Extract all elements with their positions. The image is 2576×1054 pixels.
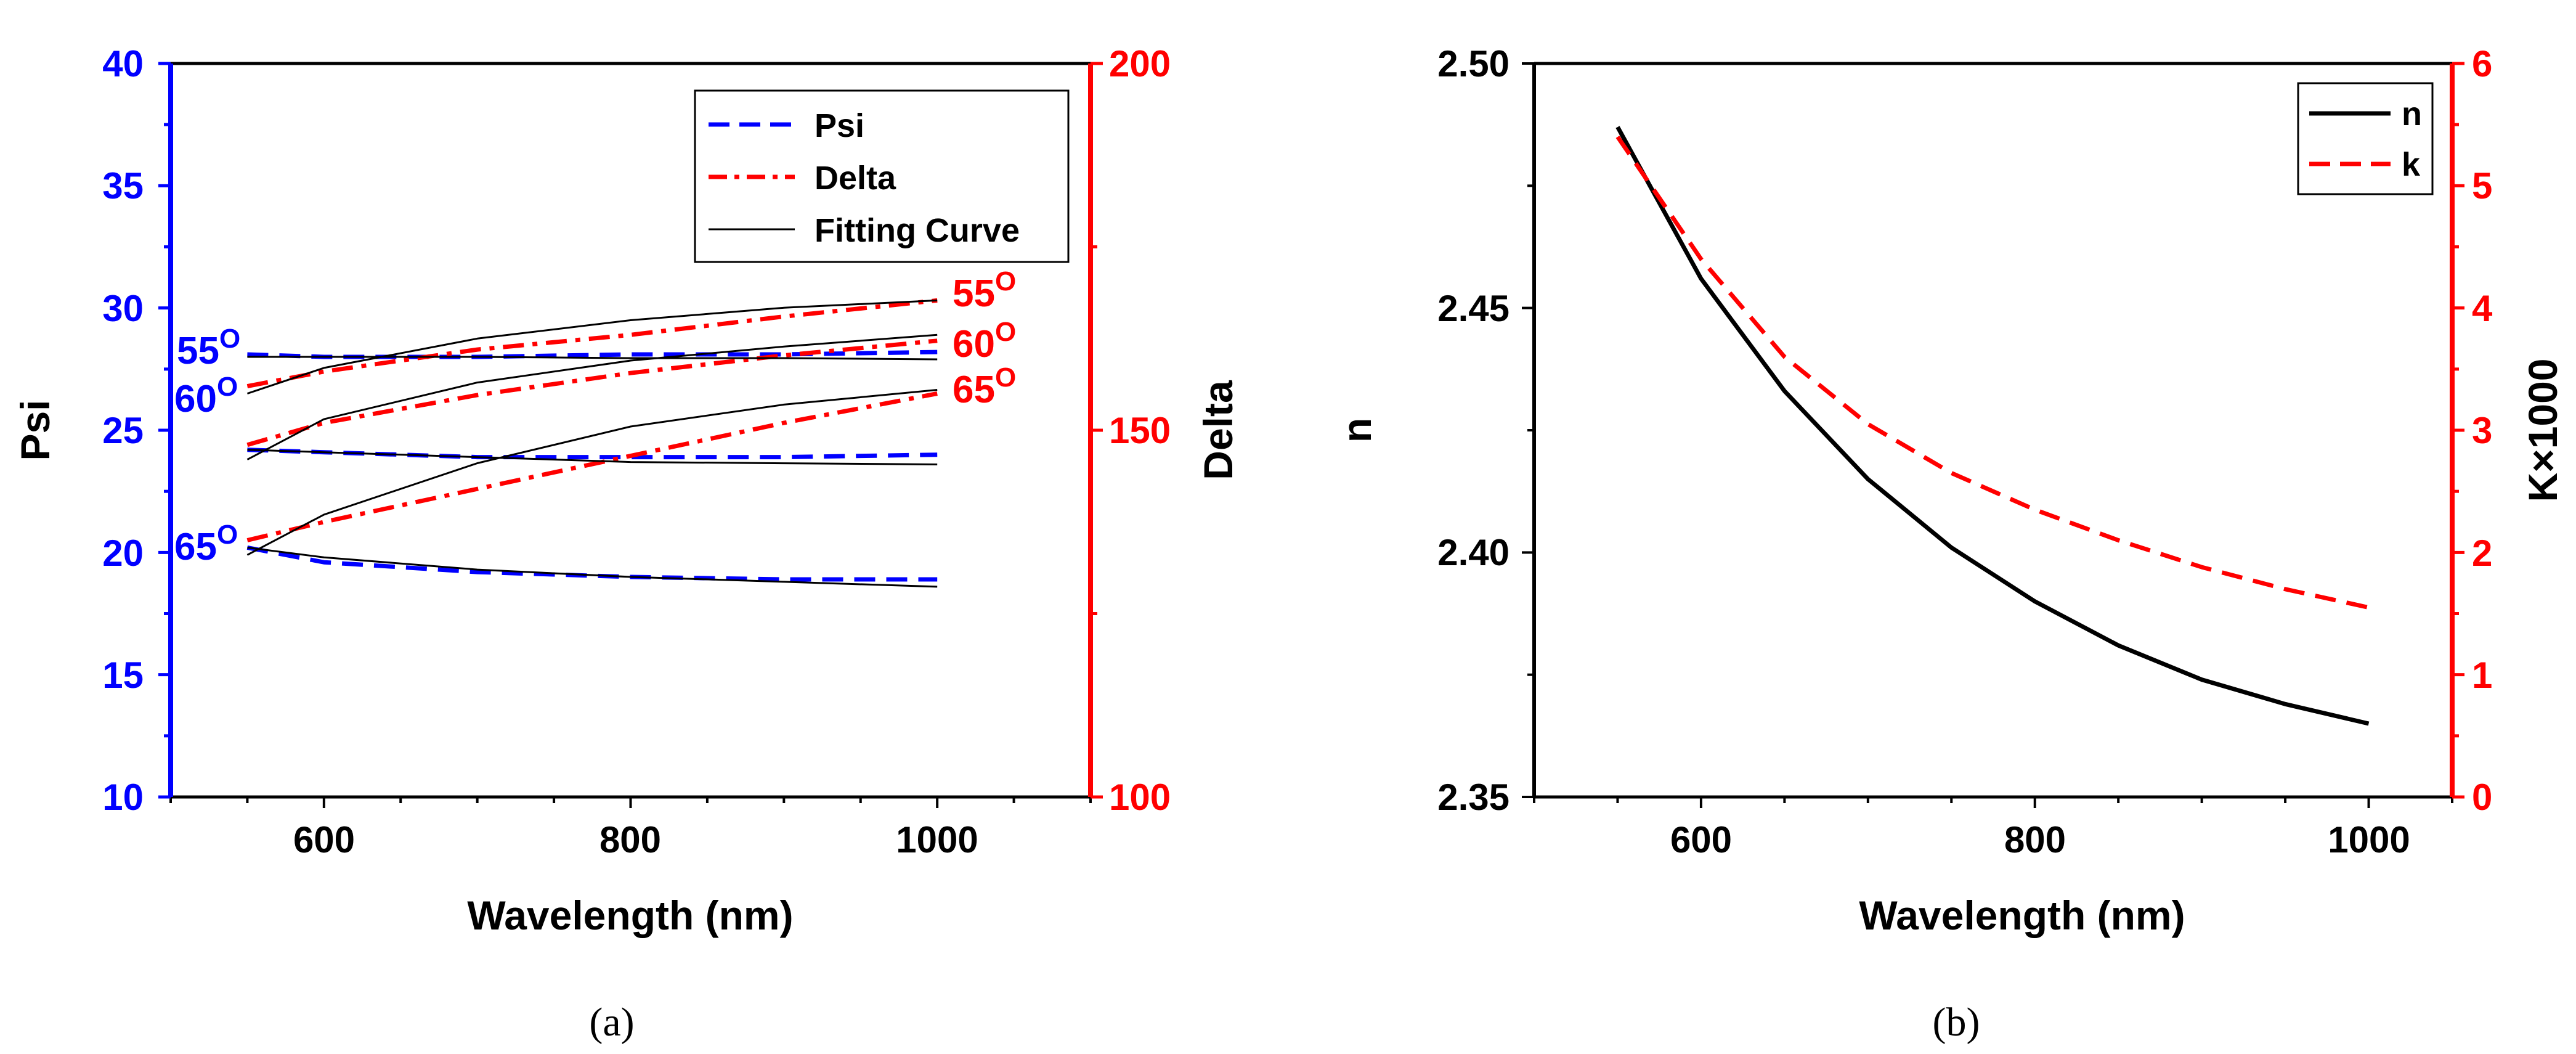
panel-b-series <box>1615 126 2370 726</box>
panel-b-x-tick-label: 600 <box>1670 819 1732 860</box>
panel-a-angle-label-55-left: 55O <box>177 324 240 372</box>
panel-b-legend-k-label: k <box>2402 146 2421 183</box>
panel-a-left-tick-label: 20 <box>102 533 144 574</box>
panel-a-left-tick-label: 25 <box>102 410 144 451</box>
panel-b-legend-n-label: n <box>2402 96 2422 133</box>
panel-b-right-axis-label: K×1000 <box>2520 358 2566 502</box>
panel-a-x-tick-label: 800 <box>599 819 661 860</box>
panel-a-series-fit-psi-60 <box>247 449 938 465</box>
panel-a-left-tick-label: 10 <box>102 777 144 818</box>
panel-a-x-axis-label: Wavelength (nm) <box>467 893 793 938</box>
panel-b-ticks <box>1522 62 2464 808</box>
panel-a-series-fit-delta-60 <box>246 333 938 460</box>
panel-a-series-psi-65 <box>246 545 938 582</box>
panel-a-legend-fit-label: Fitting Curve <box>815 212 1020 249</box>
panel-a-left-tick-label: 30 <box>102 288 144 329</box>
panel-a-series-delta-60 <box>246 338 938 447</box>
panel-b-chart: 600 800 1000 2.35 2.40 2.45 2.50 0 1 2 3… <box>1334 43 2566 1045</box>
panel-a-legend-delta-label: Delta <box>815 160 896 197</box>
panel-a-series-delta-65 <box>246 391 938 542</box>
panel-b-right-tick-label: 4 <box>2472 288 2493 329</box>
panel-a-legend: Psi Delta Fitting Curve <box>694 89 1070 263</box>
panel-b-x-tick-label: 800 <box>2004 819 2066 860</box>
panel-b-legend-box <box>2297 82 2434 195</box>
panel-a-x-tick-label: 600 <box>293 819 355 860</box>
panel-a-label: (a) <box>589 1000 634 1045</box>
panel-a-series-delta-55 <box>246 298 938 389</box>
panel-b-right-tick-label: 6 <box>2472 43 2492 84</box>
panel-b-right-tick-label: 1 <box>2472 655 2492 696</box>
panel-a-left-tick-label: 40 <box>102 43 144 84</box>
panel-b-right-tick-label: 0 <box>2472 777 2492 818</box>
panel-a-series-psi-60 <box>247 447 938 460</box>
panel-a-series-fit-delta-65 <box>246 389 938 556</box>
panel-b-right-tick-label: 5 <box>2472 165 2492 206</box>
panel-b-left-tick-label: 2.45 <box>1437 288 1509 329</box>
panel-a-left-tick-label: 35 <box>102 165 144 206</box>
panel-a-ticks <box>158 62 1103 808</box>
panel-a-angle-label-65-left: 65O <box>174 520 238 568</box>
panel-a-angle-label-60-left: 60O <box>174 372 238 420</box>
panel-a-series-fit-delta-55 <box>246 299 938 394</box>
panel-a-right-tick-label: 200 <box>1109 43 1171 84</box>
panel-a-left-axis-label: Psi <box>12 399 58 460</box>
panel-b-left-axis-label: n <box>1334 418 1379 443</box>
panel-b-legend: n k <box>2297 82 2434 195</box>
panel-a-right-tick-label: 150 <box>1109 410 1171 451</box>
panel-b-series-k <box>1615 136 2370 610</box>
panel-b-x-axis-label: Wavelength (nm) <box>1859 893 2185 938</box>
panel-b-label: (b) <box>1933 1000 1980 1045</box>
panel-a-chart: 600 800 1000 10 15 20 25 30 35 40 100 15… <box>12 43 1241 1045</box>
panel-a-right-axis-label: Delta <box>1195 380 1241 480</box>
panel-a-series <box>246 298 938 588</box>
panel-b-right-tick-label: 2 <box>2472 533 2492 574</box>
panel-a-angle-label-65-right: 65O <box>953 362 1016 411</box>
panel-b-x-tick-label: 1000 <box>2328 819 2410 860</box>
panel-a-angle-label-55-right: 55O <box>953 266 1016 315</box>
panel-b-series-n <box>1615 126 2370 726</box>
panel-a-series-fit-psi-55 <box>247 356 938 361</box>
panel-b-right-tick-label: 3 <box>2472 410 2492 451</box>
panel-a-right-tick-label: 100 <box>1109 777 1171 818</box>
panel-b-left-tick-label: 2.50 <box>1437 43 1509 84</box>
panel-a-x-tick-label: 1000 <box>896 819 978 860</box>
panel-a-series-fit-psi-65 <box>247 546 938 588</box>
panel-a-legend-psi-label: Psi <box>815 107 864 144</box>
panel-b-left-tick-label: 2.35 <box>1437 777 1509 818</box>
panel-b-left-tick-label: 2.40 <box>1437 532 1509 573</box>
panel-a-angle-label-60-right: 60O <box>953 317 1016 366</box>
panel-a-left-tick-label: 15 <box>102 655 144 696</box>
